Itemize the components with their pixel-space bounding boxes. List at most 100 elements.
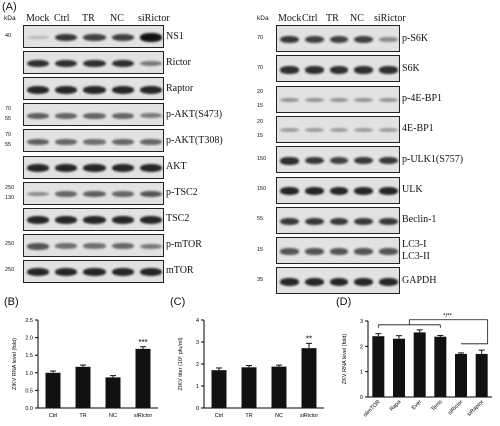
blot-band [280, 35, 299, 44]
x-tick-label: siimTOR [362, 399, 381, 418]
blot-strip [276, 267, 400, 295]
blot-band [280, 156, 299, 165]
blot-label: p-S6K [402, 32, 429, 44]
y-axis-label: ZIKV RNA level (fold) [12, 338, 18, 390]
blot-label: p-TSC2 [166, 187, 198, 199]
blot-band [83, 190, 106, 198]
mw-marker: 55 [5, 116, 12, 123]
blot-strip [276, 146, 400, 174]
mw-marker: 70 [5, 106, 12, 113]
blot-strip [23, 181, 164, 205]
blot-band [139, 268, 162, 277]
blot-label: Raptor [166, 82, 194, 94]
bar [434, 336, 447, 397]
blot-band [329, 157, 349, 165]
blot-band [304, 35, 324, 44]
bar [105, 377, 121, 408]
blot-band [329, 97, 349, 103]
blot-band [280, 97, 299, 103]
blot-label: LC3-II [402, 250, 430, 262]
blot-band [83, 33, 106, 42]
blot-band [27, 216, 50, 225]
blot-label: LC3-I [402, 238, 427, 250]
blot-band [304, 186, 324, 196]
blot-label: mTOR [166, 265, 194, 277]
blot-band [354, 97, 374, 103]
blot-band [111, 268, 134, 277]
blot-strip [276, 176, 400, 204]
blot-label: AKT [166, 161, 187, 172]
x-tick-label: siRaptor [466, 399, 485, 418]
blot-band [27, 191, 50, 197]
blot-band [354, 277, 374, 286]
blot-band [329, 128, 349, 133]
bar [372, 336, 385, 397]
bar [455, 353, 467, 397]
blot-band [55, 243, 78, 250]
blot-band [354, 156, 374, 165]
blot-label: p-mTOR [166, 239, 202, 251]
blot-band [55, 163, 78, 173]
bar [211, 370, 227, 408]
y-tick-label: 0.0 [25, 406, 33, 412]
blot-strip [23, 233, 164, 257]
kda-label-left: kDa [4, 15, 16, 22]
y-tick-label: 2.5 [25, 318, 33, 324]
blot-band [280, 186, 299, 196]
bar [475, 353, 488, 397]
blot-label: p-4E-BP1 [402, 93, 442, 105]
mw-marker: 15 [257, 102, 264, 109]
y-axis-label: ZKV RNA level (fold) [342, 334, 348, 385]
blot-band [139, 33, 162, 42]
x-tick-label: siRictor [134, 413, 153, 419]
mw-marker: 55 [5, 142, 12, 149]
y-tick-label: 2 [360, 344, 363, 350]
blot-band [379, 217, 398, 226]
chart-b: 0.0 0.5 1.0 1.5 2.0 2.5 ZIKV RNA level (fold) C… [12, 318, 158, 419]
kda-label-right: kDa [257, 15, 269, 22]
x-tick-label: Rapa [389, 399, 403, 413]
blot-band [27, 268, 50, 277]
mw-marker: 250 [5, 267, 15, 274]
blot-band [354, 128, 374, 133]
y-tick-label: 2 [196, 362, 199, 368]
x-tick-label: Ever [411, 399, 423, 411]
blot-band [55, 112, 78, 119]
blot-band [27, 35, 50, 40]
x-tick-label: NC [275, 413, 283, 419]
blot-band [354, 65, 374, 74]
x-tick-label: Tems [430, 399, 444, 413]
chart-c: 0 1 2 3 4 ZIKV titer (10⁵ pfu/ml) Ctrl TR NC siRi… [177, 318, 324, 419]
blot-band [111, 138, 134, 145]
blot-band [379, 248, 398, 255]
blot-strip [23, 103, 164, 127]
blot-band [379, 37, 398, 42]
bar [135, 348, 151, 408]
mw-marker: 20 [257, 118, 264, 125]
panel-label-a: (A) [2, 1, 17, 13]
mw-marker: 250 [5, 184, 15, 191]
blot-strip [276, 206, 400, 234]
blot-band [111, 216, 134, 225]
blot-band [55, 216, 78, 225]
y-tick-label: 0.5 [25, 388, 33, 394]
blot-band [329, 35, 349, 44]
bar [301, 348, 317, 408]
blot-band [55, 85, 78, 94]
blot-band [304, 128, 324, 133]
blot-band [27, 242, 50, 250]
x-tick-label: siRictor [300, 413, 319, 419]
mw-marker: 70 [257, 64, 264, 71]
blot-label: p-AKT(T308) [166, 134, 223, 146]
x-tick-label: NC [109, 413, 117, 419]
blot-band [379, 277, 398, 286]
blot-band [139, 190, 162, 198]
x-tick-label: TR [79, 413, 86, 419]
blot-band [55, 268, 78, 277]
blot-band [304, 277, 324, 286]
blot-strip [23, 129, 164, 153]
blot-band [111, 163, 134, 173]
lane-label: Mock [26, 13, 50, 24]
blot-band [304, 156, 324, 165]
blot-label: p-AKT(S473) [166, 108, 223, 120]
